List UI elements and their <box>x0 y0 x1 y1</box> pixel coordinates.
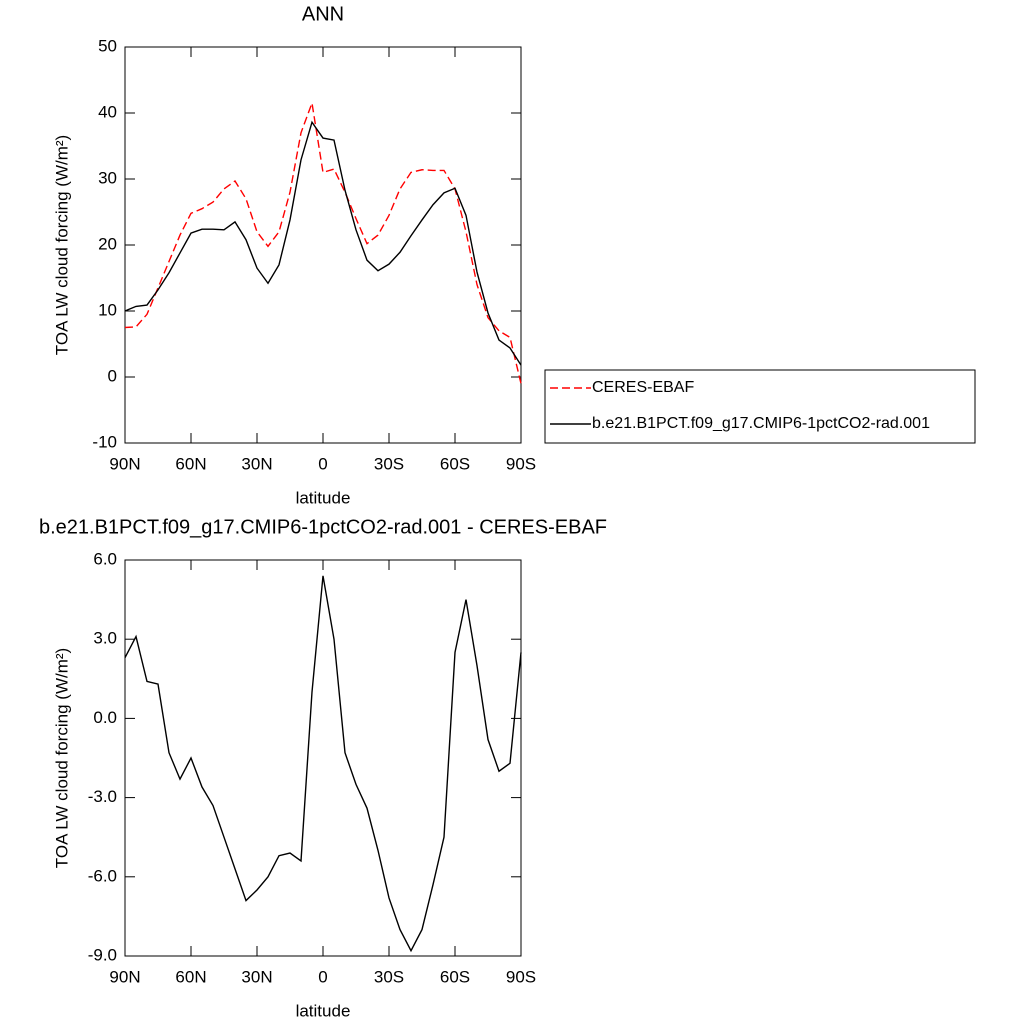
x-tick-label: 90N <box>109 967 140 986</box>
data-line <box>124 120 522 366</box>
data-line <box>124 100 522 384</box>
legend-box <box>544 369 976 444</box>
y-tick-label: 30 <box>98 168 117 187</box>
legend-label: CERES-EBAF <box>592 379 694 396</box>
x-axis-label: latitude <box>296 488 351 507</box>
y-tick-label: 40 <box>98 102 117 121</box>
x-tick-label: 90S <box>506 967 536 986</box>
chart-title: ANN <box>302 3 344 25</box>
x-tick-label: 30N <box>241 967 272 986</box>
y-tick-label: -6.0 <box>88 866 117 885</box>
y-tick-label: 0.0 <box>93 708 117 727</box>
y-axis-label: TOA LW cloud forcing (W/m²) <box>52 648 71 868</box>
data-line <box>124 575 522 953</box>
y-tick-label: -3.0 <box>88 787 117 806</box>
x-tick-label: 60N <box>175 454 206 473</box>
x-tick-label: 30S <box>374 967 404 986</box>
y-tick-label: 20 <box>98 234 117 253</box>
legend-label: b.e21.B1PCT.f09_g17.CMIP6-1pctCO2-rad.00… <box>592 415 930 432</box>
x-tick-label: 60S <box>440 454 470 473</box>
x-tick-label: 0 <box>318 967 327 986</box>
x-tick-label: 60S <box>440 967 470 986</box>
x-tick-label: 90S <box>506 454 536 473</box>
chart-title: b.e21.B1PCT.f09_g17.CMIP6-1pctCO2-rad.00… <box>39 516 607 538</box>
x-tick-label: 30N <box>241 454 272 473</box>
y-tick-label: 50 <box>98 36 117 55</box>
y-tick-label: -10 <box>92 432 117 451</box>
x-tick-label: 0 <box>318 454 327 473</box>
y-tick-label: 3.0 <box>93 629 117 648</box>
x-tick-label: 30S <box>374 454 404 473</box>
y-tick-label: -9.0 <box>88 945 117 964</box>
x-tick-label: 60N <box>175 967 206 986</box>
y-tick-label: 0 <box>108 366 117 385</box>
y-tick-label: 6.0 <box>93 549 117 568</box>
x-tick-label: 90N <box>109 454 140 473</box>
y-axis-label: TOA LW cloud forcing (W/m²) <box>52 135 71 355</box>
y-tick-label: 10 <box>98 300 117 319</box>
x-axis-label: latitude <box>296 1001 351 1020</box>
